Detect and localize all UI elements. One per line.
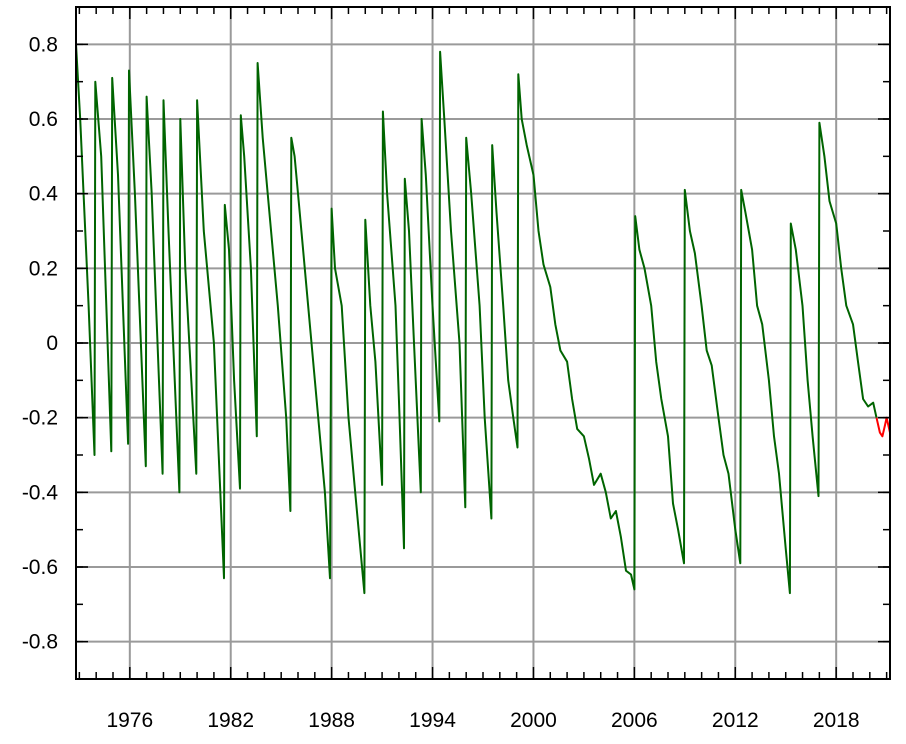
y-tick-label: 0.6 xyxy=(29,108,58,131)
x-tick-label: 2018 xyxy=(813,709,860,732)
y-tick-label: 0.4 xyxy=(29,183,59,206)
y-tick-label: -0.4 xyxy=(22,481,59,504)
series-line-1 xyxy=(75,44,878,595)
x-tick-label: 1994 xyxy=(409,709,456,732)
y-tick-label: 0.8 xyxy=(29,33,58,56)
y-tick-label: -0.6 xyxy=(22,556,58,579)
y-tick-label: 0 xyxy=(46,332,58,355)
x-tick-label: 1988 xyxy=(308,709,355,732)
x-tick-label: 2000 xyxy=(510,709,557,732)
y-tick-label: -0.8 xyxy=(22,631,58,654)
ticks xyxy=(76,6,890,680)
y-tick-label: -0.2 xyxy=(22,407,58,430)
x-tick-label: 2006 xyxy=(611,709,658,732)
series-line-2 xyxy=(875,416,891,438)
x-tick-label: 1976 xyxy=(106,709,153,732)
y-tick-labels: 0.8 0.6 0.4 0.2 0 -0.2 -0.4 -0.6 -0.8 xyxy=(22,33,59,653)
y-tick-label: 0.2 xyxy=(29,257,58,280)
x-tick-label: 2012 xyxy=(712,709,759,732)
x-tick-labels: 1976 1982 1988 1994 2000 2006 2012 2018 xyxy=(106,709,859,732)
series-layer xyxy=(75,44,891,595)
x-tick-label: 1982 xyxy=(207,709,254,732)
